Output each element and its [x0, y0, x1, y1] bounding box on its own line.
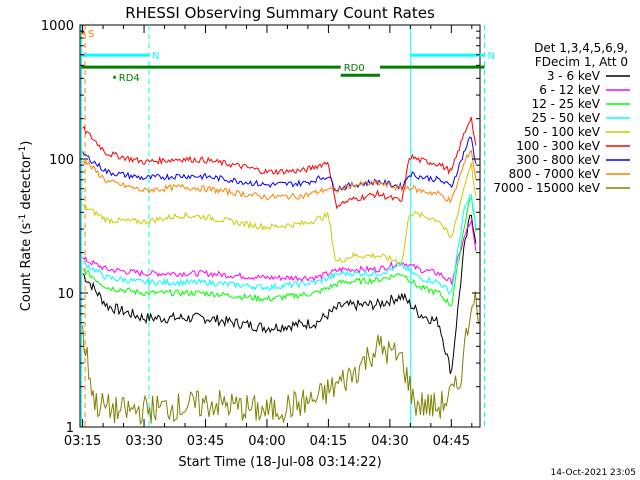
- legend: Det 1,3,4,5,6,9, FDecim 1, Att 0 3 - 6 k…: [493, 41, 630, 195]
- x-tick-label: 03:45: [187, 434, 224, 449]
- legend-entry-label: 3 - 6 keV: [547, 69, 601, 83]
- legend-entry-label: 12 - 25 keV: [532, 97, 601, 111]
- x-tick-label: 03:15: [64, 434, 101, 449]
- y-tick-label: 100: [49, 153, 74, 168]
- state-bar-label: N: [488, 51, 495, 62]
- state-bar-label: S: [88, 29, 94, 40]
- legend-entry-label: 50 - 100 keV: [524, 125, 601, 139]
- time-markers: [80, 25, 486, 427]
- series-line: [82, 162, 477, 265]
- y-axis-label-part: Count Rate (s: [19, 223, 34, 312]
- y-axis-label-exponent: -1: [18, 146, 28, 155]
- legend-header: FDecim 1, Att 0: [535, 55, 628, 69]
- x-tick-label: 03:30: [125, 434, 162, 449]
- x-tick-label: 04:15: [310, 434, 347, 449]
- series-line: [82, 149, 477, 204]
- chart-title: RHESSI Observing Summary Count Rates: [125, 4, 435, 22]
- y-axis-label-part: ): [19, 141, 34, 146]
- series-line: [82, 197, 477, 307]
- legend-header: Det 1,3,4,5,6,9,: [534, 41, 628, 55]
- series-line: [82, 218, 477, 285]
- series-line: [82, 193, 477, 295]
- y-tick-label: 1000: [41, 19, 74, 34]
- series-lines: [82, 117, 479, 426]
- x-axis-label: Start Time (18-Jul-08 03:14:22): [178, 455, 381, 470]
- series-line: [82, 136, 477, 192]
- x-tick-label: 04:00: [248, 434, 285, 449]
- legend-entry-label: 7000 - 15000 keV: [493, 181, 600, 195]
- y-axis-label-part: detector: [19, 154, 34, 214]
- state-bar-label: N: [152, 51, 159, 62]
- x-tick-label: 04:45: [433, 434, 470, 449]
- y-axis-label-exponent: -1: [18, 214, 28, 223]
- y-tick-label: 1: [66, 421, 74, 436]
- legend-entry-label: 100 - 300 keV: [516, 139, 600, 153]
- legend-entry-label: 300 - 800 keV: [516, 153, 600, 167]
- legend-entry-label: 25 - 50 keV: [532, 111, 601, 125]
- y-axis: 1 10 100 1000: [41, 19, 480, 436]
- y-axis-label: Count Rate (s-1 detector-1): [18, 141, 34, 312]
- state-bar-label: RD4: [119, 73, 140, 84]
- timestamp: 14-Oct-2021 23:05: [551, 468, 636, 478]
- state-bars: S N N RD0 RD4: [81, 29, 495, 84]
- x-axis: 03:15 03:30 03:45 04:00 04:15 04:30 04:45: [64, 25, 473, 449]
- plot-frame: [79, 24, 481, 428]
- y-tick-label: 10: [57, 287, 74, 302]
- series-line: [82, 214, 477, 375]
- legend-entry-label: 800 - 7000 keV: [509, 167, 601, 181]
- series-line: [82, 117, 477, 210]
- state-bar-label: RD0: [344, 63, 365, 74]
- legend-entry-label: 6 - 12 keV: [539, 83, 601, 97]
- series-line: [82, 291, 479, 426]
- x-tick-label: 04:30: [371, 434, 408, 449]
